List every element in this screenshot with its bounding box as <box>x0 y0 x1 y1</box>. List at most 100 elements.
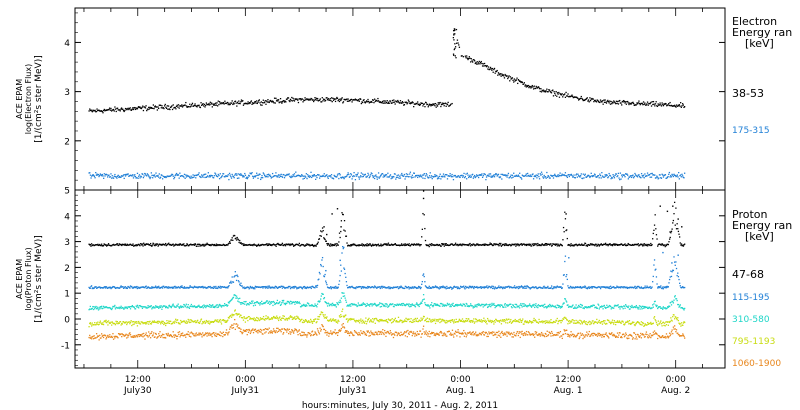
electron-point <box>383 102 386 104</box>
electron-point <box>230 177 233 179</box>
proton-point <box>321 231 323 233</box>
proton-point <box>503 304 506 306</box>
proton-point <box>180 319 182 322</box>
electron-point <box>228 102 230 104</box>
electron-point <box>630 176 633 179</box>
electron-point <box>254 101 256 103</box>
proton-point <box>440 245 442 247</box>
electron-point <box>629 175 631 177</box>
proton-point <box>379 302 381 304</box>
proton-point <box>368 286 371 288</box>
electron-point <box>395 178 397 180</box>
electron-point <box>340 98 343 100</box>
proton-point <box>100 307 102 309</box>
proton-point <box>559 244 561 246</box>
electron-point <box>357 100 359 102</box>
proton-point <box>171 305 173 308</box>
proton-point <box>503 306 505 308</box>
electron-point <box>418 103 420 105</box>
electron-point <box>366 176 368 178</box>
proton-point <box>174 285 176 288</box>
proton-point <box>315 245 317 247</box>
proton-point <box>590 287 592 289</box>
proton-point <box>646 285 648 287</box>
proton-point <box>314 303 316 305</box>
proton-point <box>132 323 134 326</box>
electron-point <box>401 102 403 104</box>
proton-point <box>558 305 560 307</box>
electron-point <box>156 175 158 177</box>
proton-point <box>324 301 326 303</box>
electron-point <box>542 89 545 91</box>
electron-point <box>338 177 340 180</box>
proton-point <box>166 286 169 288</box>
proton-point <box>334 304 336 307</box>
proton-point <box>242 244 245 247</box>
electron-point <box>539 90 541 93</box>
electron-point <box>311 176 313 179</box>
electron-point <box>319 98 321 100</box>
electron-point <box>306 177 308 180</box>
electron-point <box>369 101 371 104</box>
electron-point <box>152 174 155 177</box>
proton-point <box>394 243 397 245</box>
proton-point <box>250 300 253 302</box>
proton-point <box>135 322 137 324</box>
electron-point <box>221 102 223 104</box>
proton-point <box>184 306 186 308</box>
proton-point <box>217 304 219 306</box>
electron-point <box>155 172 157 174</box>
proton-point <box>183 243 185 245</box>
electron-point <box>174 174 176 177</box>
proton-point <box>593 244 595 246</box>
electron-point <box>149 106 151 109</box>
proton-point <box>151 308 153 310</box>
electron-point <box>277 99 280 101</box>
electron-point <box>179 105 181 107</box>
electron-point <box>647 104 649 106</box>
electron-point <box>211 102 213 104</box>
proton-point <box>349 287 351 289</box>
proton-point <box>684 286 686 289</box>
electron-point <box>591 98 594 100</box>
electron-point <box>144 106 146 108</box>
proton-point <box>589 306 591 309</box>
proton-point <box>303 244 305 246</box>
electron-point <box>313 99 315 101</box>
electron-point <box>572 96 575 99</box>
electron-point <box>649 176 651 178</box>
electron-point <box>538 88 541 90</box>
proton-point <box>156 321 158 324</box>
proton-point <box>268 300 270 303</box>
proton-point <box>681 286 683 288</box>
proton-point <box>542 304 545 306</box>
proton-point <box>490 304 493 306</box>
electron-point <box>149 177 151 180</box>
proton-point <box>106 320 108 323</box>
proton-point <box>348 286 351 288</box>
proton-point <box>401 304 403 307</box>
electron-point <box>508 177 510 179</box>
proton-point <box>120 324 122 326</box>
proton-point <box>553 287 555 289</box>
proton-point <box>555 287 557 289</box>
electron-point <box>654 177 657 179</box>
proton-point <box>498 304 500 306</box>
proton-point <box>97 243 99 246</box>
proton-point <box>398 287 400 289</box>
proton-point <box>421 280 423 283</box>
electron-point <box>585 176 588 178</box>
proton-point <box>424 227 426 230</box>
proton-point <box>235 237 237 239</box>
electron-point <box>269 174 271 176</box>
proton-point <box>566 237 568 240</box>
electron-point <box>647 174 649 176</box>
electron-point <box>444 102 446 105</box>
proton-point <box>235 279 238 282</box>
proton-point <box>160 321 162 324</box>
proton-point <box>298 301 300 303</box>
electron-point <box>369 101 372 103</box>
proton-point <box>438 288 440 290</box>
proton-point <box>646 243 648 246</box>
proton-point <box>648 286 651 289</box>
